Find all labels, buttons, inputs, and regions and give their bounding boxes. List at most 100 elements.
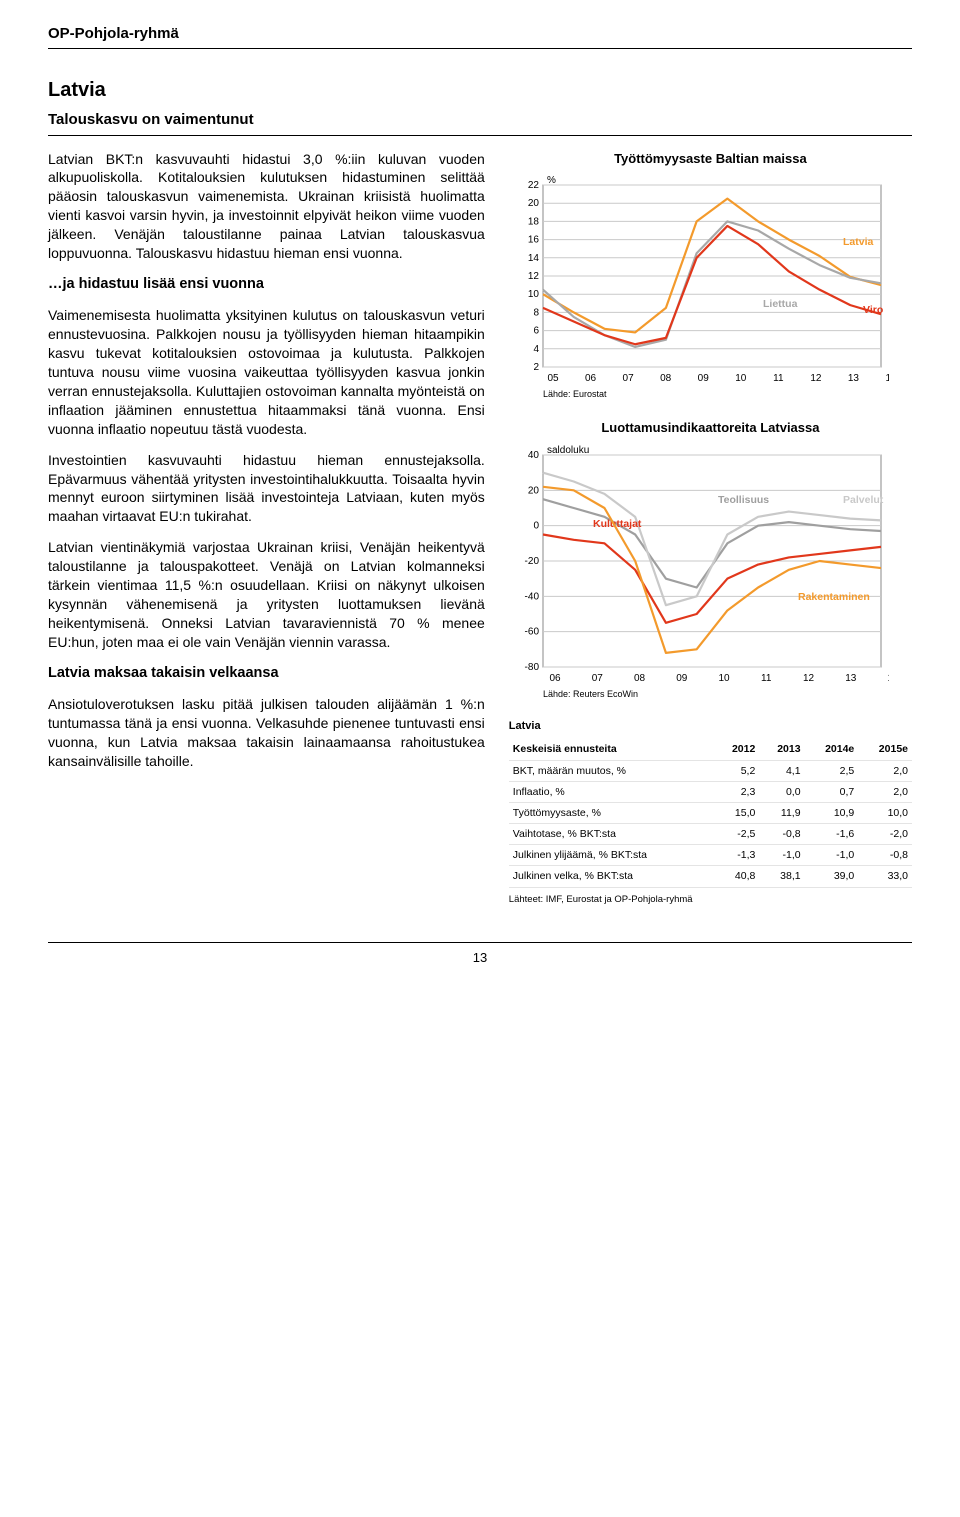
table-cell: -2,5 (714, 824, 759, 845)
table-cell: 2,3 (714, 781, 759, 802)
svg-text:2: 2 (533, 362, 539, 373)
svg-text:20: 20 (528, 485, 540, 496)
table-cell: 10,9 (805, 802, 859, 823)
forecast-table: Keskeisiä ennusteita201220132014e2015e B… (509, 739, 912, 887)
svg-text:Liettua: Liettua (763, 298, 798, 310)
svg-text:11: 11 (773, 373, 784, 384)
table-cell: 33,0 (858, 866, 912, 887)
svg-text:14: 14 (528, 253, 540, 264)
svg-text:Latvia: Latvia (843, 236, 874, 248)
svg-text:-80: -80 (524, 662, 539, 673)
charts-column: Työttömyysaste Baltian maissa 2 4 6 8 10 12 14… (509, 150, 912, 907)
table-cell: 39,0 (805, 866, 859, 887)
svg-text:08: 08 (660, 373, 672, 384)
text-column: Latvian BKT:n kasvuvauhti hidastui 3,0 %… (48, 150, 485, 907)
table-cell: 38,1 (759, 866, 804, 887)
table-country: Latvia (509, 719, 912, 734)
svg-text:Rakentaminen: Rakentaminen (798, 591, 870, 603)
table-row: Julkinen ylijäämä, % BKT:sta-1,3-1,0-1,0… (509, 845, 912, 866)
svg-text:-40: -40 (524, 591, 539, 602)
table-cell: 2,5 (805, 760, 859, 781)
svg-text:Teollisuus: Teollisuus (718, 494, 769, 506)
table-cell: -1,0 (805, 845, 859, 866)
chart-confidence: Luottamusindikaattoreita Latviassa -80 -6… (509, 419, 912, 701)
svg-text:12: 12 (810, 373, 822, 384)
table-cell: 15,0 (714, 802, 759, 823)
svg-text:4: 4 (533, 344, 539, 355)
svg-text:Palvelut: Palvelut (843, 494, 884, 506)
chart-title: Luottamusindikaattoreita Latviassa (509, 419, 912, 437)
paragraph: Ansiotuloverotuksen lasku pitää julkisen… (48, 695, 485, 771)
svg-text:0: 0 (533, 520, 539, 531)
table-cell: 5,2 (714, 760, 759, 781)
svg-text:09: 09 (676, 673, 688, 684)
table-cell: -0,8 (759, 824, 804, 845)
svg-text:16: 16 (528, 235, 540, 246)
svg-text:10: 10 (528, 289, 540, 300)
svg-text:12: 12 (528, 271, 540, 282)
table-cell: BKT, määrän muutos, % (509, 760, 714, 781)
paragraph: Vaimenemisesta huolimatta yksityinen kul… (48, 306, 485, 438)
table-cell: 11,9 (759, 802, 804, 823)
table-cell: Julkinen ylijäämä, % BKT:sta (509, 845, 714, 866)
svg-text:13: 13 (845, 673, 857, 684)
svg-text:Viro: Viro (863, 304, 883, 316)
section-heading: Latvia maksaa takaisin velkaansa (48, 664, 485, 684)
svg-text:Lähde: Eurostat: Lähde: Eurostat (543, 389, 607, 399)
svg-text:14: 14 (887, 673, 889, 684)
svg-text:11: 11 (761, 673, 772, 684)
table-cell: -2,0 (858, 824, 912, 845)
paragraph: Latvian vientinäkymiä varjostaa Ukrainan… (48, 538, 485, 651)
svg-text:22: 22 (528, 180, 540, 191)
svg-text:05: 05 (547, 373, 559, 384)
svg-text:20: 20 (528, 198, 540, 209)
svg-text:Kuluttajat: Kuluttajat (593, 518, 642, 530)
table-cell: -0,8 (858, 845, 912, 866)
svg-text:%: % (547, 175, 556, 186)
svg-text:saldoluku: saldoluku (547, 445, 589, 456)
svg-text:07: 07 (591, 673, 603, 684)
svg-text:10: 10 (718, 673, 730, 684)
svg-text:6: 6 (533, 326, 539, 337)
table-row: Vaihtotase, % BKT:sta-2,5-0,8-1,6-2,0 (509, 824, 912, 845)
table-row: Julkinen velka, % BKT:sta40,838,139,033,… (509, 866, 912, 887)
table-header: Keskeisiä ennusteita (509, 739, 714, 760)
table-cell: -1,0 (759, 845, 804, 866)
table-header: 2012 (714, 739, 759, 760)
table-header: 2013 (759, 739, 804, 760)
svg-text:12: 12 (803, 673, 815, 684)
chart-svg: -80-60-40-2002040saldoluku06070809101112… (509, 441, 889, 701)
chart-title: Työttömyysaste Baltian maissa (509, 150, 912, 168)
svg-text:-60: -60 (524, 626, 539, 637)
svg-text:18: 18 (528, 216, 540, 227)
page-header: OP-Pohjola-ryhmä (48, 24, 912, 49)
chart-svg: 246810121416182022%05060708091011121314L… (509, 171, 889, 401)
table-cell: 0,0 (759, 781, 804, 802)
section-heading: …ja hidastuu lisää ensi vuonna (48, 275, 485, 295)
forecast-table-block: Latvia Keskeisiä ennusteita201220132014e… (509, 719, 912, 907)
table-row: Työttömyysaste, %15,011,910,910,0 (509, 802, 912, 823)
table-cell: Julkinen velka, % BKT:sta (509, 866, 714, 887)
table-row: BKT, määrän muutos, %5,24,12,52,0 (509, 760, 912, 781)
svg-text:40: 40 (528, 450, 540, 461)
paragraph: Investointien kasvuvauhti hidastuu hiema… (48, 451, 485, 527)
table-cell: Työttömyysaste, % (509, 802, 714, 823)
chart-unemployment: Työttömyysaste Baltian maissa 2 4 6 8 10 12 14… (509, 150, 912, 402)
svg-text:07: 07 (622, 373, 634, 384)
table-header: 2014e (805, 739, 859, 760)
svg-text:Lähde: Reuters EcoWin: Lähde: Reuters EcoWin (543, 689, 638, 699)
svg-text:10: 10 (735, 373, 747, 384)
table-row: Inflaatio, %2,30,00,72,0 (509, 781, 912, 802)
svg-text:06: 06 (585, 373, 597, 384)
table-cell: 10,0 (858, 802, 912, 823)
svg-text:09: 09 (697, 373, 709, 384)
svg-text:06: 06 (549, 673, 561, 684)
table-cell: 40,8 (714, 866, 759, 887)
table-cell: -1,6 (805, 824, 859, 845)
svg-text:14: 14 (885, 373, 889, 384)
table-cell: 2,0 (858, 781, 912, 802)
svg-text:8: 8 (533, 307, 539, 318)
org-name: OP-Pohjola-ryhmä (48, 24, 912, 44)
svg-text:08: 08 (634, 673, 646, 684)
page-subtitle: Talouskasvu on vaimentunut (48, 110, 912, 135)
